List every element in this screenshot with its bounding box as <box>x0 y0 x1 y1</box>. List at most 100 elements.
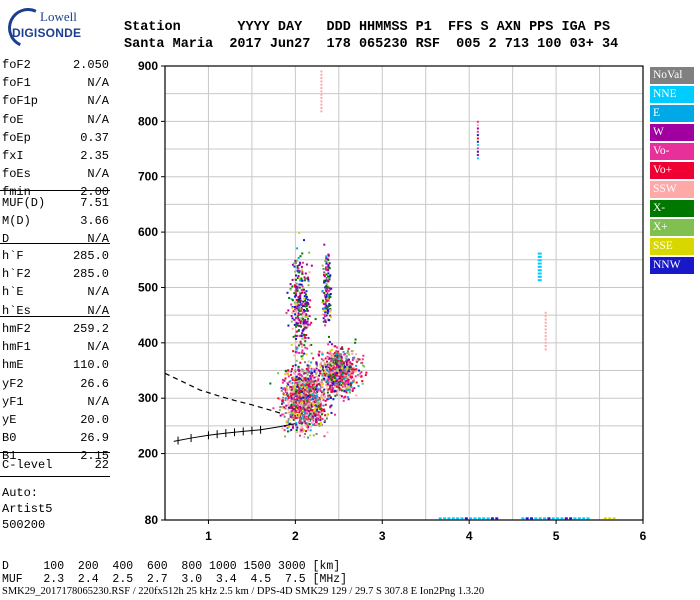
echo-point <box>307 280 310 283</box>
echo-point <box>296 383 299 386</box>
echo-point <box>304 424 307 427</box>
param-row-h-f2: h`F2 285.0 <box>2 267 109 285</box>
auto-scaling-text: Artist5 <box>2 502 53 516</box>
plot-frame <box>164 65 644 521</box>
echo-point <box>290 298 293 301</box>
echo-point <box>296 277 299 280</box>
echo-point <box>294 270 297 273</box>
echo-point <box>295 351 298 354</box>
baseline-echo <box>469 517 473 520</box>
echo-point <box>306 425 309 428</box>
echo-point <box>315 408 318 411</box>
echo-point <box>314 411 317 414</box>
echo-point <box>295 346 298 349</box>
echo-point <box>298 409 301 412</box>
echo-streak-point <box>544 331 547 334</box>
echo-point <box>290 394 293 397</box>
echo-point <box>334 371 337 374</box>
distance-row: D 100 200 400 600 800 1000 1500 3000 [km… <box>2 560 341 573</box>
echo-point <box>328 262 331 265</box>
echo-point <box>333 373 336 376</box>
echo-point <box>329 353 332 356</box>
echo-point <box>326 277 329 280</box>
echo-point <box>344 374 347 377</box>
echo-point <box>300 334 303 337</box>
echo-point <box>327 363 330 366</box>
echo-point <box>302 393 305 396</box>
echo-point <box>353 356 356 359</box>
echo-point <box>287 411 290 414</box>
echo-streak-point <box>476 147 479 150</box>
echo-point <box>338 378 341 381</box>
param-row-hme: hmE 110.0 <box>2 358 109 376</box>
echo-point <box>360 371 363 374</box>
echo-point <box>315 400 318 403</box>
echo-point <box>320 378 323 381</box>
echo-point <box>345 391 348 394</box>
echo-point <box>317 411 320 414</box>
echo-point <box>327 375 330 378</box>
param-row-h-f: h`F 285.0 <box>2 249 109 267</box>
param-value: 2.00 <box>80 185 109 200</box>
echo-point <box>303 312 306 315</box>
echo-point <box>298 396 301 399</box>
echo-point <box>321 351 324 354</box>
echo-point <box>343 377 346 380</box>
param-value: N/A <box>87 285 109 300</box>
echo-point <box>304 378 307 381</box>
echo-point <box>347 359 350 362</box>
echo-point <box>339 368 342 371</box>
echo-point <box>296 324 299 327</box>
echo-streak-point <box>544 325 547 328</box>
echo-point <box>300 392 303 395</box>
echo-point <box>296 347 299 350</box>
echo-point <box>323 361 326 364</box>
param-separator <box>0 190 110 191</box>
echo-point <box>332 361 335 364</box>
echo-point <box>292 335 295 338</box>
echo-point <box>326 387 329 390</box>
echo-point <box>305 295 308 298</box>
echo-point <box>349 384 352 387</box>
x-tick-label: 6 <box>640 529 647 543</box>
echo-point <box>306 383 309 386</box>
echo-point <box>305 263 308 266</box>
echo-point <box>321 374 324 377</box>
echo-point <box>308 400 311 403</box>
echo-point <box>289 283 292 286</box>
echo-point <box>296 286 299 289</box>
echo-point <box>348 390 351 393</box>
echo-point <box>339 360 342 363</box>
echo-streak-point <box>320 97 323 100</box>
echo-point <box>286 389 289 392</box>
echo-point <box>310 393 313 396</box>
echo-point <box>324 373 327 376</box>
echo-point <box>351 380 354 383</box>
echo-point <box>303 392 306 395</box>
echo-point <box>347 384 350 387</box>
baseline-echo <box>482 517 486 520</box>
echo-point <box>300 307 303 310</box>
legend-item-w: W <box>650 124 694 141</box>
echo-point <box>346 386 349 389</box>
echo-point <box>306 428 309 431</box>
echo-point <box>336 362 339 365</box>
echo-point <box>283 379 286 382</box>
auto-scaling-text: Auto: <box>2 486 39 500</box>
echo-point <box>313 385 316 388</box>
echo-point <box>277 397 280 400</box>
echo-streak-point <box>320 73 323 76</box>
echo-point <box>326 351 329 354</box>
echo-point <box>350 350 353 353</box>
echo-point <box>305 367 308 370</box>
echo-point <box>330 287 333 290</box>
echo-point <box>342 384 345 387</box>
echo-point <box>331 365 334 368</box>
echo-point <box>351 359 354 362</box>
echo-point <box>317 415 320 418</box>
echo-point <box>281 378 284 381</box>
echo-point <box>308 344 311 347</box>
echo-point <box>302 369 305 372</box>
echo-point <box>321 290 324 293</box>
